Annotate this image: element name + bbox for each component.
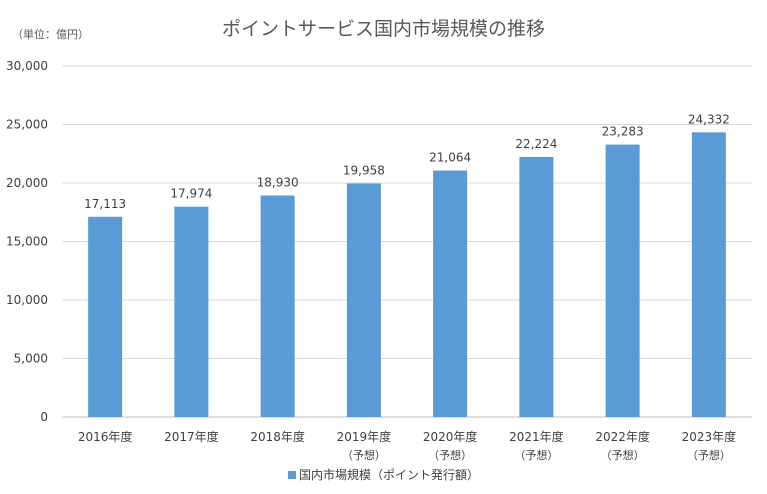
data-label: 22,224 — [515, 137, 557, 151]
x-tick-label: 2018年度 — [250, 429, 305, 444]
legend-swatch — [287, 471, 296, 479]
bar-2017年度 — [174, 206, 209, 417]
y-tick-label: 5,000 — [14, 352, 48, 366]
bar-2018年度 — [260, 195, 295, 417]
legend: 国内市場規模（ポイント発行額） — [0, 466, 767, 483]
bar-2020年度 — [433, 170, 468, 417]
bar-2022年度 — [605, 144, 640, 417]
data-label: 17,113 — [84, 197, 126, 211]
x-tick-note: （予想） — [514, 448, 558, 462]
legend-label: 国内市場規模（ポイント発行額） — [298, 468, 479, 482]
bar-2023年度 — [691, 132, 726, 417]
x-tick-label: 2023年度 — [682, 429, 737, 444]
y-tick-label: 15,000 — [6, 235, 48, 249]
data-label: 23,283 — [602, 125, 644, 139]
bar-2016年度 — [88, 216, 123, 417]
x-tick-label: 2022年度 — [595, 429, 650, 444]
bar-2019年度 — [346, 183, 381, 417]
x-tick-note: （予想） — [687, 448, 731, 462]
x-tick-note: （予想） — [428, 448, 472, 462]
x-tick-label: 2016年度 — [78, 429, 133, 444]
y-tick-label: 10,000 — [6, 293, 48, 307]
data-label: 18,930 — [257, 176, 299, 190]
x-tick-note: （予想） — [342, 448, 386, 462]
data-label: 24,332 — [688, 112, 730, 126]
chart-title: ポイントサービス国内市場規模の推移 — [221, 18, 545, 40]
x-tick-note: （予想） — [601, 448, 645, 462]
y-tick-label: 20,000 — [6, 176, 48, 190]
x-tick-label: 2021年度 — [509, 429, 564, 444]
y-tick-label: 25,000 — [6, 118, 48, 132]
data-label: 19,958 — [343, 163, 385, 177]
data-label: 17,974 — [170, 187, 212, 201]
x-tick-label: 2020年度 — [423, 429, 478, 444]
y-tick-label: 30,000 — [6, 59, 48, 73]
data-label: 21,064 — [429, 151, 471, 165]
bar-2021年度 — [519, 156, 554, 418]
x-tick-label: 2017年度 — [164, 429, 219, 444]
y-tick-label: 0 — [40, 410, 48, 424]
unit-label: （単位：億円） — [12, 28, 89, 41]
x-tick-label: 2019年度 — [337, 429, 392, 444]
